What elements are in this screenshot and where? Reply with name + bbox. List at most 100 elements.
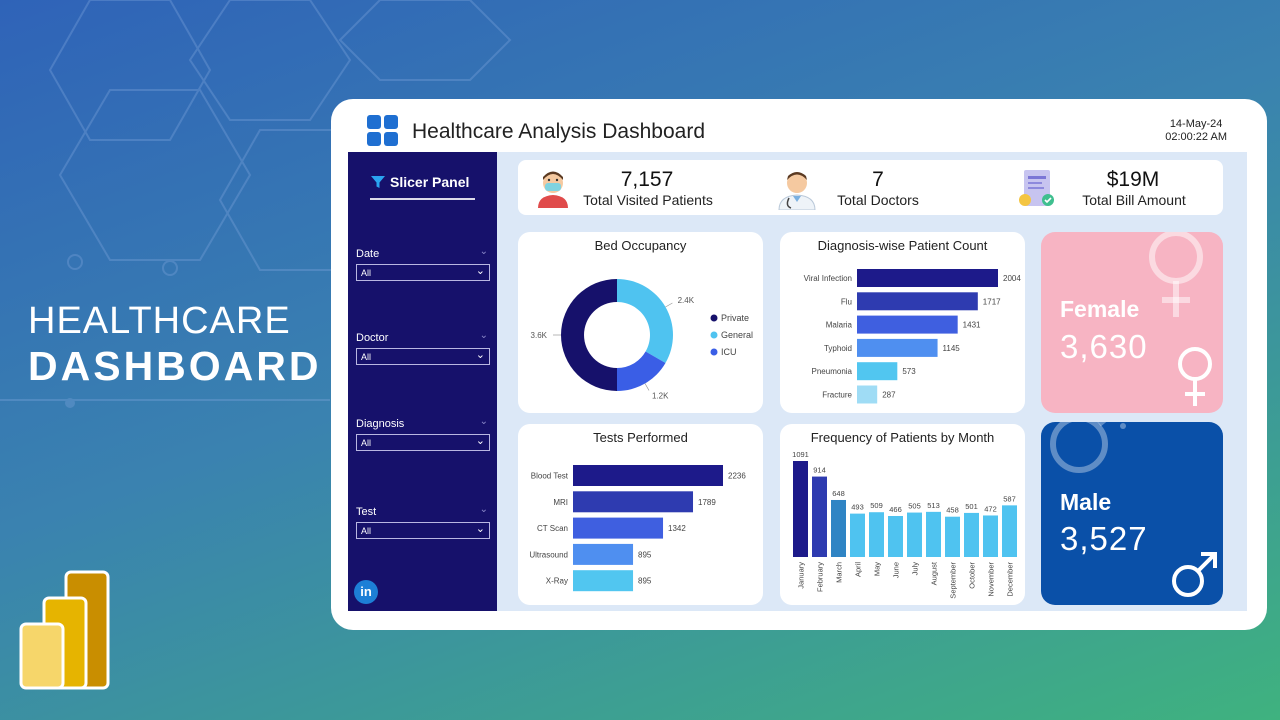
bar[interactable] <box>1002 505 1017 557</box>
dashboard-frame: Healthcare Analysis Dashboard 14-May-24 … <box>331 99 1267 630</box>
linkedin-icon[interactable]: in <box>354 580 378 604</box>
bar[interactable] <box>812 476 827 557</box>
slicer-panel: Slicer Panel Date ⌄ All ⌄ Doctor ⌄ All ⌄ Dia… <box>348 152 497 611</box>
bar[interactable] <box>831 499 846 557</box>
filter-diagnosis-dropdown[interactable]: All ⌄ <box>356 434 490 451</box>
data-label: 513 <box>927 501 940 510</box>
hero-line-1: HEALTHCARE <box>28 300 291 342</box>
donut-slice-general[interactable] <box>617 279 673 363</box>
bar[interactable] <box>857 385 878 404</box>
hero-title: HEALTHCARE DASHBOARD <box>28 300 322 390</box>
bar[interactable] <box>573 570 634 592</box>
filter-test-dropdown[interactable]: All ⌄ <box>356 522 490 539</box>
page-title: Healthcare Analysis Dashboard <box>412 120 705 143</box>
data-label: 1091 <box>792 450 809 459</box>
data-label: 509 <box>870 501 883 510</box>
donut-slice-icu[interactable] <box>617 351 666 392</box>
filter-doctor-dropdown[interactable]: All ⌄ <box>356 348 490 365</box>
data-label: 1431 <box>963 321 981 330</box>
bar[interactable] <box>850 513 865 557</box>
male-label: Male <box>1060 489 1112 515</box>
data-label: 505 <box>908 502 921 511</box>
slicer-title-underline <box>370 198 475 200</box>
bar[interactable] <box>869 512 884 557</box>
chevron-down-icon[interactable]: ⌄ <box>479 416 488 427</box>
legend-marker <box>710 348 718 356</box>
month-label: July <box>911 562 920 576</box>
filter-test-label: Test <box>356 506 377 518</box>
bar[interactable] <box>857 292 978 311</box>
patient-icon <box>538 171 568 208</box>
bar[interactable] <box>983 515 998 557</box>
bar[interactable] <box>926 511 941 557</box>
bar[interactable] <box>573 543 634 565</box>
data-label: 1145 <box>943 344 961 353</box>
bar[interactable] <box>857 269 998 287</box>
bar[interactable] <box>857 338 938 357</box>
data-label: 458 <box>946 506 959 515</box>
female-label: Female <box>1060 296 1140 322</box>
donut-slice-private[interactable] <box>561 279 617 391</box>
bar[interactable] <box>857 362 898 381</box>
filter-date-label: Date <box>356 248 380 260</box>
female-card: Female 3,630 <box>1041 232 1223 413</box>
data-label: 493 <box>851 503 864 512</box>
legend-label: Private <box>721 313 749 323</box>
female-value: 3,630 <box>1060 328 1148 365</box>
bed-occupancy-title: Bed Occupancy <box>594 238 687 253</box>
bar[interactable] <box>857 315 958 334</box>
legend-marker <box>710 331 718 339</box>
kpi-total-patients-value: 7,157 <box>620 168 674 191</box>
month-label: June <box>892 562 901 578</box>
donut-data-label: 3.6K <box>531 331 548 340</box>
slicer-panel-label: Slicer Panel <box>390 174 470 190</box>
bill-icon <box>1019 170 1054 206</box>
month-label: February <box>816 562 825 592</box>
data-label: 287 <box>882 391 896 400</box>
kpi-total-doctors: 7 Total Doctors <box>775 166 945 210</box>
male-value: 3,527 <box>1060 520 1148 557</box>
month-label: October <box>968 562 977 589</box>
data-label: 914 <box>813 466 826 475</box>
female-symbol-icon <box>1149 232 1203 317</box>
legend-label: General <box>721 330 753 340</box>
month-label: August <box>930 561 939 585</box>
diagnosis-card: Diagnosis-wise Patient Count Viral Infec… <box>780 232 1025 413</box>
filter-diagnosis-value: All <box>361 438 372 448</box>
data-label: 1717 <box>983 297 1001 306</box>
report-canvas: Slicer Panel Date ⌄ All ⌄ Doctor ⌄ All ⌄ Dia… <box>348 152 1247 611</box>
month-label: December <box>1006 562 1015 597</box>
chevron-down-icon: ⌄ <box>475 523 485 535</box>
dashboard-grid-icon <box>367 115 398 146</box>
slicer-panel-title: Slicer Panel <box>370 174 469 190</box>
kpi-total-bill: $19M Total Bill Amount <box>1016 166 1216 210</box>
data-label: 895 <box>638 577 652 586</box>
monthly-card: Frequency of Patients by Month 1091 Janua… <box>780 424 1025 605</box>
female-icon <box>1178 347 1212 406</box>
kpi-total-bill-value: $19M <box>1106 168 1160 191</box>
bar[interactable] <box>964 512 979 557</box>
doctor-icon <box>778 172 816 210</box>
category-label: CT Scan <box>537 524 568 533</box>
filter-date-dropdown[interactable]: All ⌄ <box>356 264 490 281</box>
chevron-down-icon[interactable]: ⌄ <box>479 330 488 341</box>
bar[interactable] <box>945 516 960 557</box>
filter-icon <box>371 176 385 188</box>
bar[interactable] <box>573 491 694 513</box>
data-label: 501 <box>965 502 978 511</box>
bar[interactable] <box>888 515 903 557</box>
kpi-total-doctors-value: 7 <box>872 168 884 191</box>
filter-diagnosis-label: Diagnosis <box>356 418 405 430</box>
date-text: 14-May-24 <box>1169 118 1223 130</box>
bar[interactable] <box>573 465 723 486</box>
filter-date: Date ⌄ All ⌄ <box>356 246 490 281</box>
filter-test: Test ⌄ All ⌄ <box>356 504 490 539</box>
donut-leader-line <box>644 383 650 391</box>
chevron-down-icon[interactable]: ⌄ <box>479 246 488 257</box>
data-label: 2004 <box>1003 274 1021 283</box>
bar[interactable] <box>907 512 922 557</box>
date-time-display: 14-May-24 02:00:22 AM <box>1165 118 1227 144</box>
bar[interactable] <box>793 461 808 557</box>
bar[interactable] <box>573 517 664 539</box>
chevron-down-icon[interactable]: ⌄ <box>479 504 488 515</box>
